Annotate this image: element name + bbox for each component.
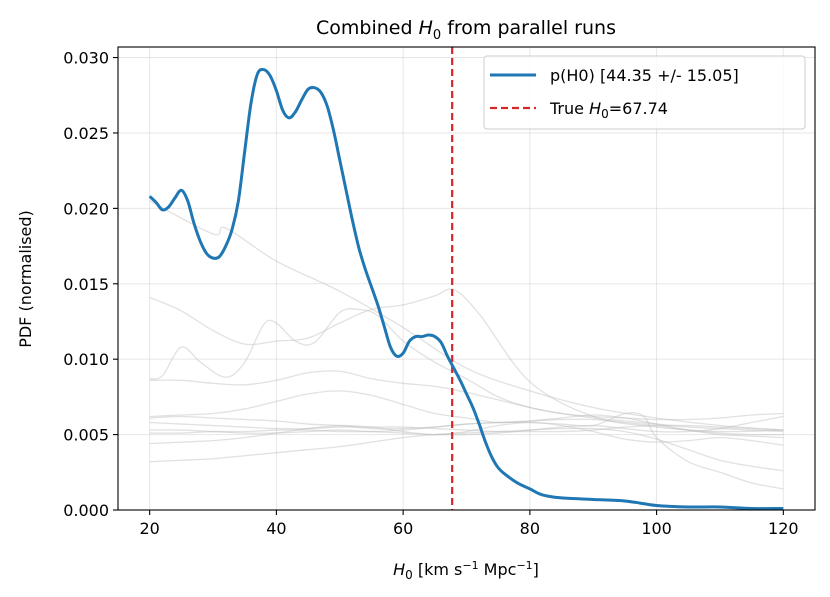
run-line-8 bbox=[149, 415, 784, 436]
run-line-7 bbox=[149, 421, 784, 433]
run-line-6 bbox=[149, 415, 784, 436]
plot-frame bbox=[117, 46, 816, 511]
x-tick-label-5: 120 bbox=[768, 519, 799, 538]
run-line-5 bbox=[149, 390, 784, 439]
run-line-9 bbox=[149, 421, 784, 446]
y-tick-label-2: 0.010 bbox=[63, 350, 109, 369]
combined-layer bbox=[148, 67, 784, 511]
y-tick-label-6: 0.030 bbox=[63, 49, 109, 68]
legend-label-combined: p(H0) [44.35 +/- 15.05] bbox=[550, 66, 739, 85]
y-tick-label-0: 0.000 bbox=[63, 501, 109, 520]
run-line-2 bbox=[149, 288, 784, 433]
x-tick-label-4: 100 bbox=[641, 519, 672, 538]
run-line-3 bbox=[149, 308, 784, 433]
legend-box bbox=[483, 55, 806, 130]
x-tick-label-0: 20 bbox=[140, 519, 160, 538]
y-axis-title: PDF (normalised) bbox=[16, 210, 35, 348]
y-tick-label-3: 0.015 bbox=[63, 275, 109, 294]
chart-title: Combined H0 from parallel runs bbox=[316, 17, 616, 43]
x-tick-label-2: 60 bbox=[393, 519, 413, 538]
run-line-11 bbox=[149, 412, 784, 490]
legend: p(H0) [44.35 +/- 15.05] True H0=67.74 bbox=[483, 55, 806, 130]
axes-layer bbox=[117, 46, 816, 511]
run-line-1 bbox=[149, 200, 784, 431]
ticks-layer: 20 40 60 80 100 120 0.000 0.005 0.010 0.015 0.020 0… bbox=[63, 49, 798, 538]
y-tick-label-1: 0.005 bbox=[63, 426, 109, 445]
individual-runs bbox=[149, 200, 784, 490]
y-tick-label-4: 0.020 bbox=[63, 199, 109, 218]
y-tick-label-5: 0.025 bbox=[63, 124, 109, 143]
combined-pdf-line bbox=[148, 67, 784, 511]
x-tick-label-3: 80 bbox=[520, 519, 540, 538]
x-axis-title: H0 [km s−1 Mpc−1] bbox=[393, 559, 539, 582]
legend-label-true-h0: True H0=67.74 bbox=[549, 99, 668, 121]
x-tick-label-1: 40 bbox=[266, 519, 286, 538]
run-line-10 bbox=[149, 427, 784, 472]
